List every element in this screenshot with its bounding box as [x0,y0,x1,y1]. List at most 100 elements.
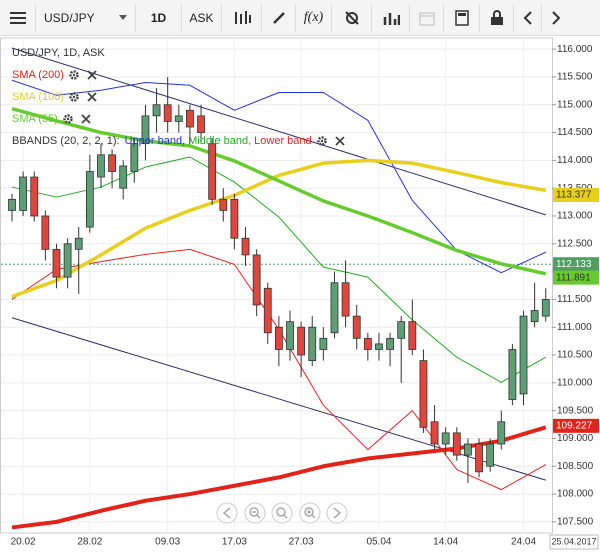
candle-body [375,343,383,350]
candle-body [430,421,439,445]
x-tick-label: 27.03 [289,537,314,548]
scroll-right-button[interactable] [542,4,570,32]
candle-body [286,321,294,350]
candle-body [263,287,272,334]
x-tick-label: 28.02 [77,537,102,548]
calculator-button[interactable] [444,3,480,32]
candle-body [197,115,205,133]
plot [1,47,552,530]
price-label: 109.227 [556,420,593,431]
y-tick-label: 115.500 [557,72,593,83]
candle-body [74,237,83,250]
legend-row: SMA (100) [12,86,350,108]
legend-controls[interactable] [62,113,96,125]
candle-body [308,326,317,361]
price-label: 111.891 [556,272,591,283]
chart-type-button[interactable] [222,3,262,32]
y-tick-label: 112.500 [557,238,593,249]
candle-body [464,443,472,456]
y-tick-label: 107.500 [557,517,594,528]
chart: 107.500 108.000 108.500 109.000 109.500 110.0… [0,37,599,550]
candle-body [63,243,72,278]
volume-button[interactable] [372,3,410,32]
price-label: 113.377 [556,190,592,201]
candle-body [541,299,550,317]
legend-row: USD/JPY, 1D, ASK [12,42,350,64]
legend-bands: Upper band, Middle band, Lower band [122,130,312,152]
lock-button[interactable] [480,3,514,32]
candle-body [452,432,461,456]
zoom-controls [216,502,348,524]
y-tick-label: 108.000 [557,489,594,500]
price-label-box [553,257,599,272]
candle-body [441,432,450,445]
price-label-box [553,188,599,203]
candle-body [297,326,306,356]
moving-average [11,158,547,299]
candle-body [274,326,283,350]
x-tick-label: 17.03 [222,537,247,548]
candle-body [419,360,428,428]
y-tick-label: 115.000 [557,99,593,110]
candle-body [8,198,16,211]
legend: USD/JPY, 1D, ASK SMA (200) SMA (100) SMA (5… [12,42,350,152]
scroll-left-button[interactable] [514,3,542,32]
symbol: USD/JPY [44,10,95,25]
legend-controls[interactable] [68,69,102,81]
legend-entry: Middle band, [188,135,252,147]
chart-title: USD/JPY, 1D, ASK [12,47,105,59]
legend-entry: Upper band, [124,135,186,147]
y-tick-label: 110.500 [557,350,593,361]
candle-body [152,104,161,117]
current-date: 25.04.2017 [551,536,596,546]
candle-body [85,171,94,228]
y-tick-label: 111.000 [557,322,592,333]
price-label-box [553,418,599,433]
candle-body [319,337,328,350]
candle-body [519,315,528,395]
timeframe[interactable]: 1D [136,3,182,32]
candle-body [241,237,250,256]
legend-entry: SMA (100) [12,91,64,103]
calendar-button[interactable] [410,3,444,32]
candle-body [108,154,116,172]
menu-button[interactable] [0,3,36,32]
indicators-button[interactable]: f(x) [296,3,332,32]
legend-row: BBANDS (20, 2, 2, 1): Upper band, Middle b… [12,130,350,152]
symbol-select[interactable]: USD/JPY [36,3,136,32]
y-tick-label: 116.000 [557,44,593,55]
candle-body [52,248,61,278]
candle-body [363,337,372,350]
y-tick-label: 109.500 [557,405,594,416]
toolbar: USD/JPY 1D ASK f(x) [0,0,600,36]
candle-body [508,349,517,400]
price-type[interactable]: ASK [182,3,222,32]
x-tick-label: 09.03 [155,537,180,548]
legend-controls[interactable] [316,135,350,147]
settings-button[interactable] [332,3,372,32]
legend-entry: SMA (55) [12,113,58,125]
candle-body [130,143,139,172]
legend-row: SMA (55) [12,108,350,130]
y-tick-label: 108.500 [557,461,594,472]
x-tick-label: 20.02 [11,537,36,548]
candle-body [530,310,539,323]
draw-button[interactable] [262,3,296,32]
candle-body [386,337,394,350]
moving-average [11,106,547,276]
date-box [549,534,599,550]
candle-body [163,104,172,122]
x-tick-label: 05.04 [366,537,391,548]
candle-body [141,115,150,145]
x-tick-label: 14.04 [433,537,458,548]
candle-body [41,215,50,250]
trendline [11,47,546,216]
candle-body [497,421,506,445]
candle-body [475,443,483,473]
candle-body [97,154,105,178]
y-tick-label: 114.000 [557,155,593,166]
legend-controls[interactable] [68,91,102,103]
candle-body [174,115,183,122]
candle-body [230,198,239,239]
